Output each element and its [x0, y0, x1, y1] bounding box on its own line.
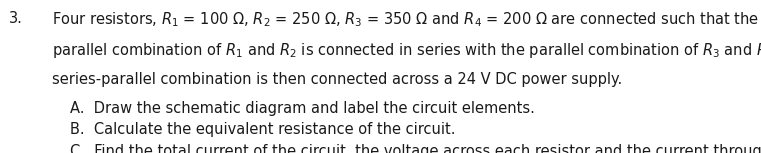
- Text: series-parallel combination is then connected across a 24 V DC power supply.: series-parallel combination is then conn…: [52, 72, 622, 87]
- Text: C.  Find the total current of the circuit, the voltage across each resistor and : C. Find the total current of the circuit…: [70, 144, 761, 153]
- Text: Four resistors, $R_1$ = 100 Ω, $R_2$ = 250 Ω, $R_3$ = 350 Ω and $R_4$ = 200 Ω ar: Four resistors, $R_1$ = 100 Ω, $R_2$ = 2…: [52, 11, 759, 29]
- Text: A.  Draw the schematic diagram and label the circuit elements.: A. Draw the schematic diagram and label …: [70, 101, 535, 116]
- Text: 3.: 3.: [9, 11, 23, 26]
- Text: parallel combination of $R_1$ and $R_2$ is connected in series with the parallel: parallel combination of $R_1$ and $R_2$ …: [52, 41, 761, 60]
- Text: B.  Calculate the equivalent resistance of the circuit.: B. Calculate the equivalent resistance o…: [70, 122, 456, 137]
